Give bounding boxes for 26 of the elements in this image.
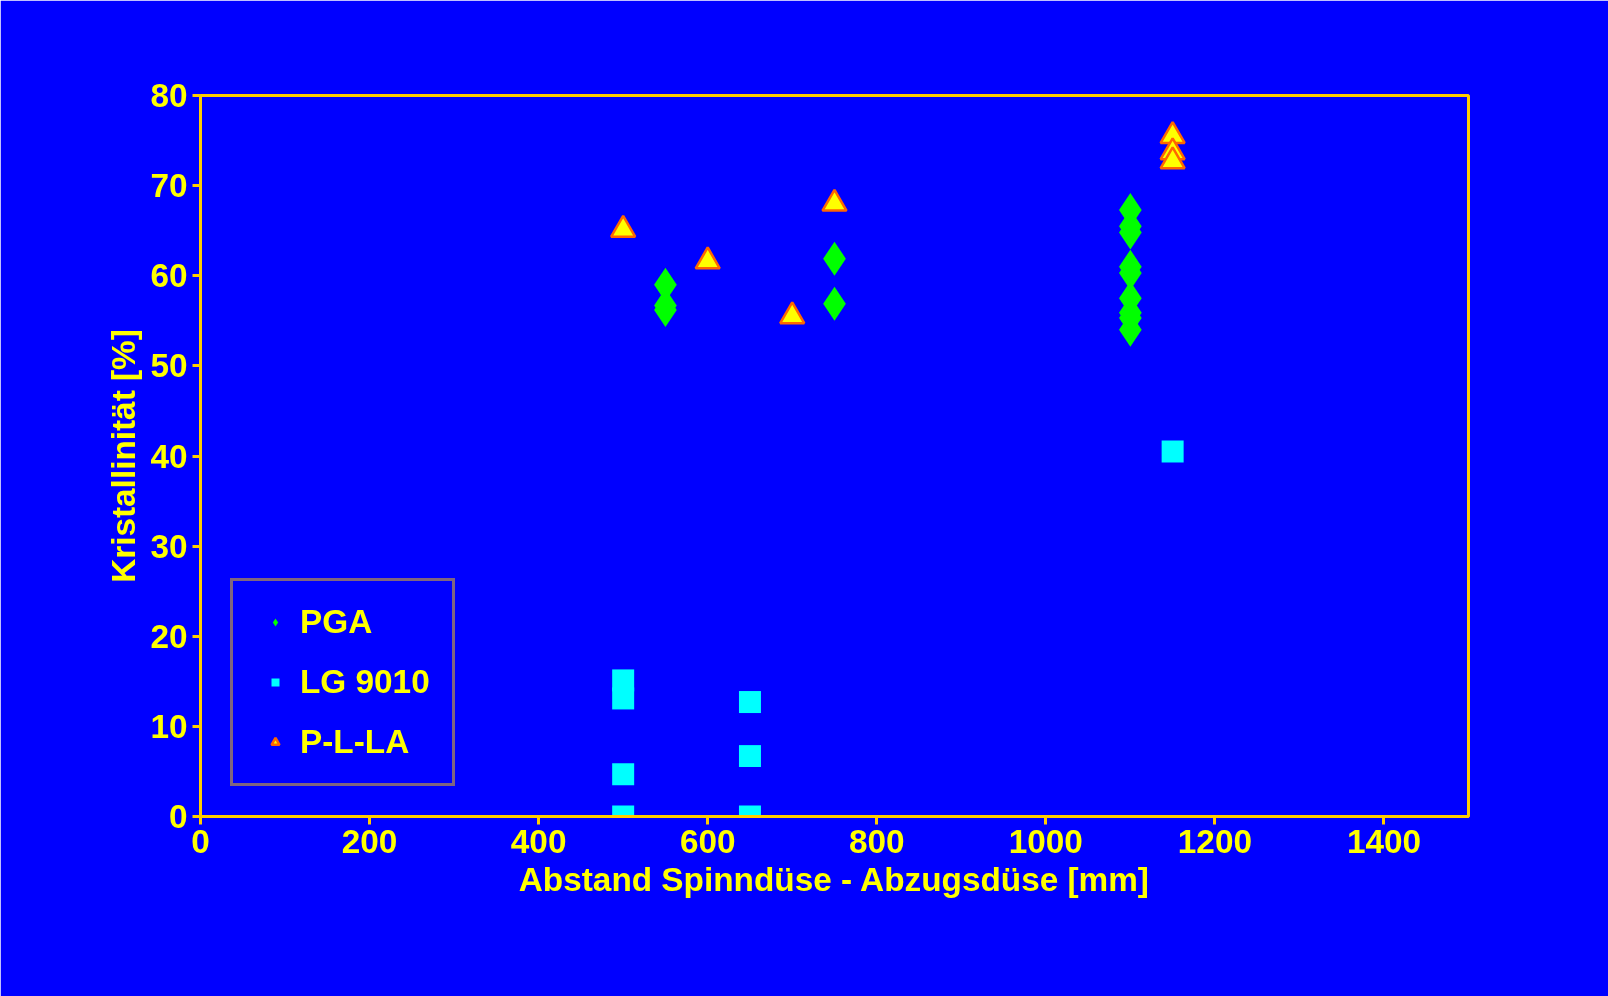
point <box>738 745 761 768</box>
legend-label: PGA <box>300 603 373 641</box>
point <box>612 687 635 710</box>
x-tick-label: 1000 <box>1008 822 1083 860</box>
x-tick-label: 1400 <box>1346 822 1422 860</box>
y-tick-label: 40 <box>150 437 188 475</box>
x-axis-title: Abstand Spinndüse - Abzugsdüse [mm] <box>518 860 1149 898</box>
y-tick-label: 10 <box>150 707 188 745</box>
point <box>1161 440 1184 463</box>
y-tick-label: 80 <box>150 77 188 114</box>
y-tick-label: 50 <box>150 347 188 385</box>
point <box>738 691 761 714</box>
x-tick-label: 200 <box>341 822 398 860</box>
y-tick-label: 30 <box>150 527 188 565</box>
x-tick-label: 800 <box>848 822 905 860</box>
x-tick-label: 400 <box>510 822 567 860</box>
y-tick-label: 70 <box>150 167 188 205</box>
y-tick-label: 20 <box>150 617 188 655</box>
y-tick-label: 60 <box>150 257 188 295</box>
legend-label: P-L-LA <box>300 723 410 761</box>
legend-label: LG 9010 <box>300 663 430 701</box>
y-tick-label: 0 <box>168 798 188 835</box>
x-tick-label: 600 <box>679 822 736 860</box>
x-tick-label: 1200 <box>1177 822 1252 860</box>
y-axis-title: Kristallinität [%] <box>105 329 143 583</box>
point <box>612 763 635 786</box>
